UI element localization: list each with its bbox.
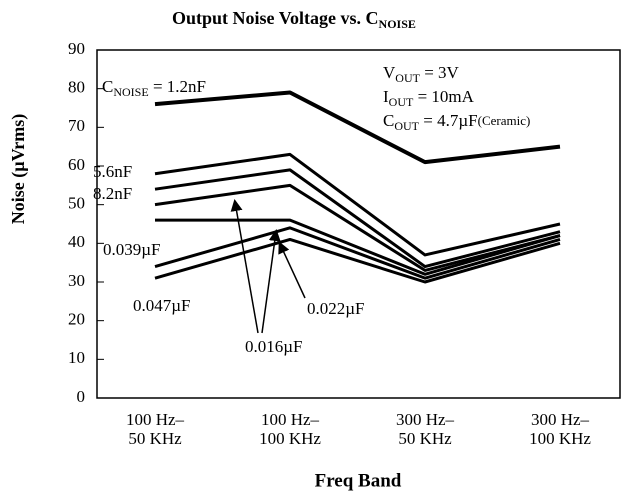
annotation: COUT = 4.7µF(Ceramic) [383, 111, 530, 133]
series-line [154, 226, 561, 280]
chart-title: Output Noise Voltage vs. CNOISE [172, 8, 416, 31]
y-axis-label: Noise (µVrms) [8, 114, 29, 225]
annotation-rest: = 3V [420, 63, 460, 82]
series-label: CNOISE = 1.2nF [102, 77, 206, 99]
series-line [155, 218, 561, 276]
annotation-small: (Ceramic) [478, 113, 531, 128]
x-tick-label: 300 Hz– 100 KHz [529, 410, 591, 448]
annotation: IOUT = 10mA [383, 87, 475, 109]
annotation: VOUT = 3V [383, 63, 460, 85]
y-tick-label: 90 [68, 39, 85, 58]
arrows [230, 199, 306, 334]
annotation-main: V [383, 63, 396, 82]
series-label: 0.039µF [103, 240, 161, 259]
series-label: 0.022µF [307, 299, 365, 318]
x-tick-label: 100 Hz– 100 KHz [259, 410, 321, 448]
y-tick-label: 80 [68, 78, 85, 97]
series-line [154, 90, 561, 165]
chart-title-main: Output Noise Voltage vs. C [172, 8, 379, 28]
annotation-main: C [383, 111, 394, 130]
series-line [154, 152, 561, 257]
y-tick-label: 20 [68, 310, 85, 329]
annotation-rest: = 4.7µF [419, 111, 478, 130]
series-label: 5.6nF [93, 162, 132, 181]
series-label-name: 1.2nF [167, 77, 206, 96]
y-tick-label: 40 [68, 232, 85, 251]
annotation-rest: = 10mA [413, 87, 474, 106]
x-tick-label: 100 Hz– 50 KHz [125, 410, 185, 448]
series-label-rest: = [149, 77, 167, 96]
series-line [154, 183, 561, 272]
y-tick-label: 70 [68, 116, 85, 135]
annotation-sub: OUT [395, 71, 420, 85]
series-label: 0.016µF [245, 337, 303, 356]
annotation-main: I [383, 87, 389, 106]
plot-frame [96, 49, 621, 399]
y-tick-label: 50 [68, 194, 85, 213]
series-label: 8.2nF [93, 184, 132, 203]
x-tick-label: 300 Hz– 50 KHz [395, 410, 455, 448]
series-line [154, 237, 561, 284]
x-axis-label: Freq Band [315, 470, 402, 491]
series-label-sub: NOISE [113, 85, 148, 99]
series-line [154, 168, 561, 269]
annotation-sub: OUT [389, 95, 414, 109]
series-label: 0.047µF [133, 296, 191, 315]
y-tick-label: 30 [68, 271, 85, 290]
annotation-sub: OUT [394, 119, 419, 133]
chart-title-sub: NOISE [379, 17, 416, 31]
series-label-main: C [102, 77, 113, 96]
y-tick-label: 10 [68, 348, 85, 367]
y-tick-label: 60 [68, 155, 85, 174]
y-tick-label: 0 [77, 387, 86, 406]
